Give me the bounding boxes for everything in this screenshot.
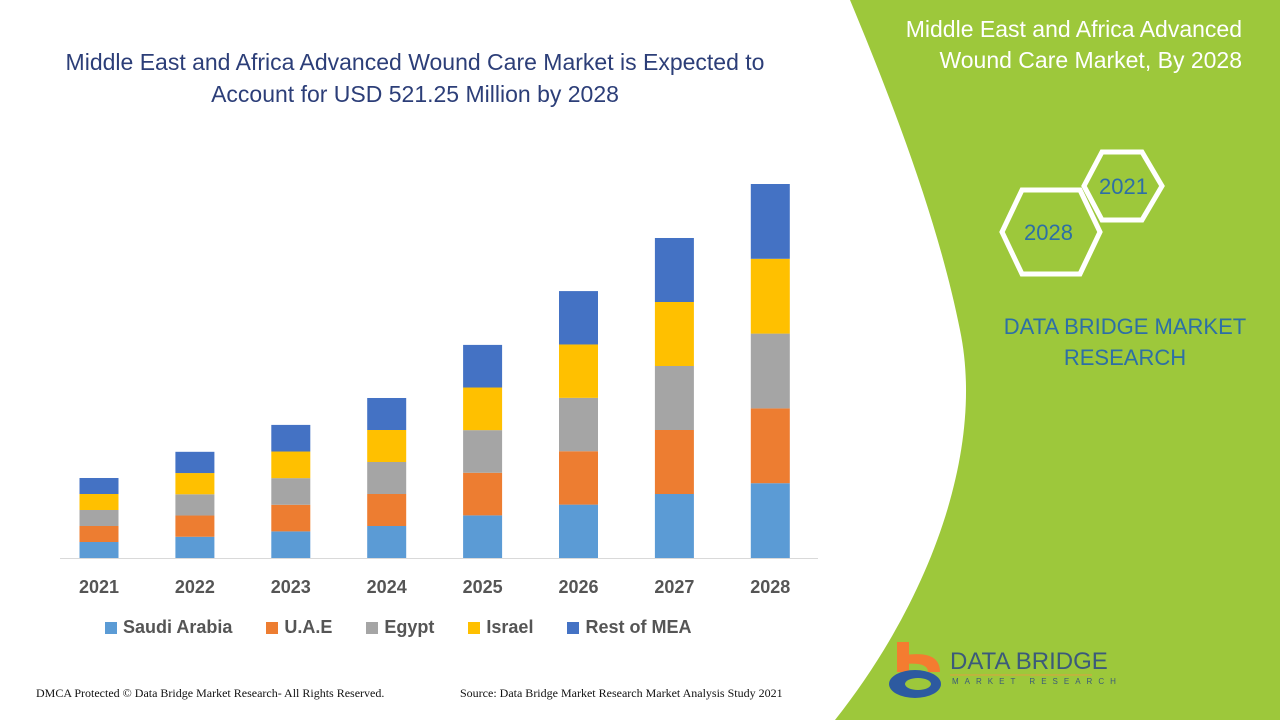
x-tick-label: 2024 — [367, 577, 407, 597]
bar-segment — [750, 483, 790, 558]
bar-segment — [463, 472, 503, 516]
bar-segment — [559, 344, 598, 398]
bar-segment — [271, 424, 311, 452]
bar-segment — [79, 541, 119, 558]
bar-segment — [654, 301, 694, 366]
bar-segment — [79, 525, 119, 542]
stacked-bar-chart: 2021 2022 2023 2024 2025 2026 2027 2028 — [60, 184, 818, 597]
bar-segment — [750, 258, 790, 334]
bar-segment — [175, 494, 215, 516]
legend-label: U.A.E — [284, 617, 333, 637]
bar-segment — [79, 477, 119, 494]
legend-label: Israel — [486, 617, 534, 637]
bar-segment — [367, 493, 407, 526]
bar-segment — [367, 397, 407, 430]
legend-label: Saudi Arabia — [123, 617, 233, 637]
legend-item: Saudi Arabia — [105, 617, 232, 638]
x-tick-label: 2028 — [750, 577, 790, 597]
legend-item: Egypt — [366, 617, 434, 638]
bar-segment — [654, 493, 694, 558]
bar-segment — [175, 473, 215, 495]
bar-segment — [654, 237, 694, 302]
bar-segment — [750, 184, 790, 259]
bar-segment — [463, 515, 503, 558]
logo-name: DATA BRIDGE — [950, 648, 1108, 675]
legend-label: Rest of MEA — [585, 617, 692, 637]
logo-subtitle: MARKET RESEARCH — [952, 677, 1122, 686]
bar-segment — [559, 291, 598, 345]
x-tick-label: 2026 — [558, 577, 598, 597]
bar-segment — [654, 365, 694, 430]
bar-segment — [463, 387, 503, 431]
bar-segment — [271, 504, 311, 532]
logo-icon — [889, 642, 941, 698]
bar-segment — [367, 429, 407, 462]
legend-label: Egypt — [384, 617, 435, 637]
footer-source: Source: Data Bridge Market Research Mark… — [460, 686, 783, 700]
bar-segment — [175, 515, 215, 537]
hexagon-2021 — [999, 149, 1165, 277]
bar-segment — [463, 344, 503, 388]
legend-item: U.A.E — [266, 617, 332, 638]
bar-segment — [559, 397, 598, 452]
bar-segment — [559, 504, 598, 558]
bar-segment — [271, 478, 311, 505]
brand-text: DATA BRIDGE MARKET RESEARCH — [1003, 314, 1247, 370]
bar-segment — [463, 430, 503, 473]
x-tick-label: 2027 — [654, 577, 694, 597]
green-panel — [835, 0, 1280, 720]
bar-segment — [750, 408, 790, 484]
bar-segment — [79, 493, 119, 510]
x-tick-label: 2023 — [271, 577, 311, 597]
side-title: Middle East and Africa Advanced Wound Ca… — [905, 16, 1242, 73]
bar-segment — [750, 333, 790, 409]
legend-item: Rest of MEA — [567, 617, 691, 638]
bar-segment — [367, 461, 407, 494]
bar-segment — [271, 531, 311, 558]
hex-label-2028: 2028 — [1024, 220, 1073, 245]
bar-segment — [559, 451, 598, 505]
legend-item: Israel — [468, 617, 533, 638]
bar-segment — [367, 525, 407, 558]
bar-segment — [175, 536, 215, 558]
legend: Saudi Arabia U.A.E Egypt Israel Rest of … — [105, 617, 725, 638]
bar-segment — [654, 429, 694, 494]
bar-segment — [175, 451, 215, 474]
x-tick-label: 2022 — [175, 577, 215, 597]
bar-segment — [79, 509, 119, 526]
hex-label-2021: 2021 — [1099, 174, 1148, 199]
bar-segment — [271, 451, 311, 479]
footer-copyright: DMCA Protected © Data Bridge Market Rese… — [36, 686, 385, 700]
x-tick-label: 2021 — [79, 577, 119, 597]
x-tick-label: 2025 — [463, 577, 503, 597]
chart-title: Middle East and Africa Advanced Wound Ca… — [65, 49, 765, 107]
